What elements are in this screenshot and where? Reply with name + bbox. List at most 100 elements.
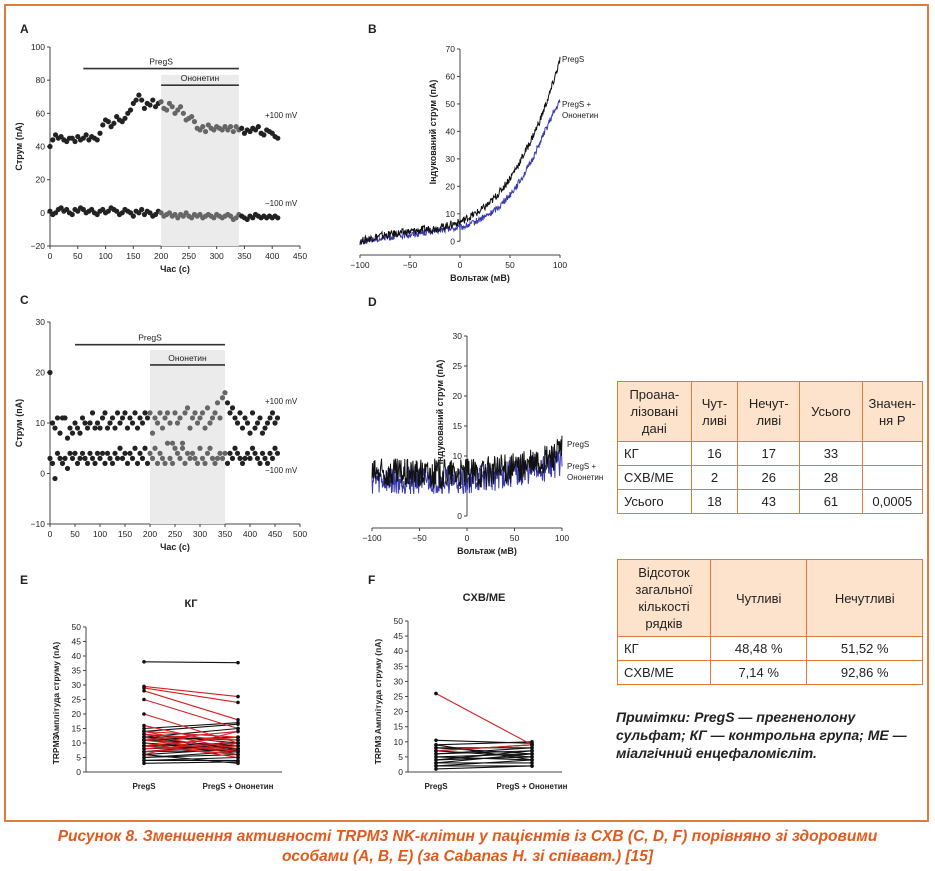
percent-table: Відсоток загальної кількості рядків Чутливі…	[617, 559, 923, 685]
pair-line-red	[143, 698, 239, 730]
series-label: PregS	[567, 440, 589, 449]
data-point	[244, 420, 251, 426]
data-point	[249, 410, 256, 416]
data-point	[187, 425, 193, 431]
table-cell: CXB/ME	[617, 660, 711, 685]
data-point	[129, 455, 136, 461]
data-point	[124, 460, 131, 466]
y-tick-label: 20	[446, 181, 456, 191]
data-point	[89, 455, 96, 461]
pair-line-black	[143, 661, 239, 664]
data-point	[267, 450, 273, 456]
x-axis-label: Час (с)	[160, 542, 190, 552]
data-point	[234, 450, 241, 456]
data-point	[117, 445, 123, 451]
data-point	[172, 445, 178, 451]
series-label: PregS +	[562, 100, 591, 109]
table-cell: 2	[690, 465, 739, 490]
y-tick-label: 30	[394, 676, 404, 686]
iv-trace-pregs	[359, 56, 561, 246]
data-point	[64, 465, 71, 472]
data-point	[109, 415, 116, 421]
data-point	[102, 410, 108, 416]
data-point	[229, 455, 236, 461]
x-tick-label: 0	[465, 533, 470, 543]
y-tick-label: 70	[446, 44, 456, 54]
pair-line-red	[143, 730, 239, 756]
x-tick-label: 50	[505, 260, 515, 270]
data-point	[199, 410, 206, 416]
data-point	[139, 420, 146, 426]
pair-point	[142, 758, 146, 763]
data-point	[94, 420, 101, 426]
data-point	[261, 132, 267, 138]
table-cell: 28	[799, 465, 863, 490]
y-tick-label: 5	[398, 752, 403, 762]
pair-line-red	[143, 736, 239, 747]
y-axis-label: Індукований струм (пА)	[435, 360, 445, 465]
y-tick-label: 10	[36, 418, 46, 428]
pair-line-red	[435, 692, 533, 746]
y-tick-label: 35	[72, 666, 82, 676]
data-point	[269, 410, 276, 416]
table-cell: 48,48 %	[709, 636, 808, 661]
pair-line-red	[143, 730, 239, 738]
header-line: Нечут-	[748, 395, 789, 411]
y-tick-label: 60	[36, 108, 46, 118]
data-point	[114, 410, 121, 416]
pair-point	[530, 749, 534, 753]
treatment-label: Ононетин	[181, 73, 220, 83]
data-point	[94, 450, 101, 456]
data-point	[179, 440, 186, 446]
y-tick-label: 45	[394, 631, 404, 641]
header-line: Усього	[811, 404, 851, 419]
x-tick-label: 200	[143, 529, 157, 539]
data-point	[204, 405, 211, 411]
data-point	[180, 110, 186, 116]
data-point	[237, 455, 243, 461]
pair-point	[142, 712, 146, 716]
data-point	[52, 475, 58, 482]
data-point	[189, 450, 196, 456]
data-point	[244, 450, 251, 456]
pair-line-red	[143, 730, 239, 750]
y-axis-label: Струм (пА)	[14, 122, 24, 170]
table-row: CXB/ME 7,14 % 92,86 %	[617, 660, 923, 685]
data-point	[62, 415, 68, 421]
x-tick-label: 400	[265, 251, 279, 261]
data-point	[54, 415, 61, 421]
pair-point	[142, 686, 146, 690]
pair-point	[434, 761, 438, 765]
data-point	[150, 97, 156, 103]
x-tick-label: 150	[118, 529, 132, 539]
table-row: КГ 16 17 33	[617, 441, 923, 466]
data-point	[107, 420, 113, 426]
x-tick-label: 500	[293, 529, 307, 539]
x-tick-label: 450	[293, 251, 307, 261]
data-point	[247, 455, 253, 461]
data-point	[200, 124, 206, 130]
data-point	[47, 369, 53, 376]
chart-title: CXB/ME	[463, 592, 506, 604]
data-point	[259, 430, 266, 436]
data-point	[74, 425, 81, 431]
x-tick-label: 100	[98, 251, 112, 261]
data-point	[157, 450, 163, 456]
ononetin-shade	[161, 75, 239, 246]
y-tick-label: 20	[36, 175, 46, 185]
header-line: Чут-	[701, 395, 728, 411]
y-tick-label: 25	[453, 361, 463, 371]
pair-point	[434, 755, 438, 759]
data-point	[147, 450, 153, 456]
data-point	[127, 107, 134, 113]
th-sensitive: Чутливі	[709, 559, 808, 637]
data-point	[136, 92, 142, 98]
data-point	[139, 206, 145, 213]
data-point	[74, 460, 81, 466]
table-cell: 17	[737, 441, 801, 466]
y-tick-label: 15	[72, 724, 82, 734]
data-point	[159, 455, 166, 461]
y-axis-label-prefix: TRPM3	[51, 735, 61, 764]
data-point	[229, 405, 236, 411]
data-point	[227, 124, 234, 130]
